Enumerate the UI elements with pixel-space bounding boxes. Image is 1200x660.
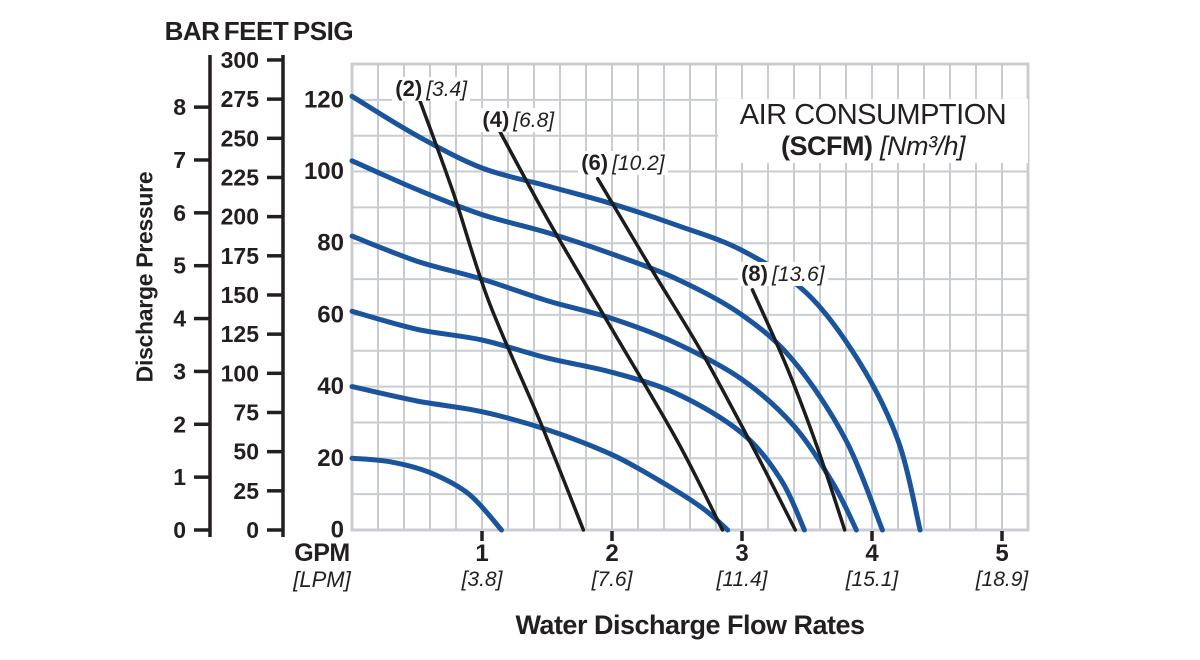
lpm-value: [18.9] bbox=[975, 568, 1029, 592]
pump-curve-3 bbox=[349, 233, 859, 533]
gpm-unit: GPM bbox=[294, 539, 350, 567]
air-curve-label-6: (6) [10.2] bbox=[578, 149, 668, 175]
gpm-value: 2 bbox=[605, 540, 619, 567]
air-curve-nm3h-value: [13.6] bbox=[771, 262, 825, 286]
bar-tick-label: 8 bbox=[173, 94, 186, 120]
gpm-value: 4 bbox=[865, 540, 879, 567]
x-tick-label-1: 1 [3.8] bbox=[462, 541, 503, 591]
feet-tick-label: 125 bbox=[221, 321, 260, 347]
pump-curve-4 bbox=[349, 308, 807, 533]
feet-tick-label: 150 bbox=[221, 282, 259, 308]
psig-tick-label: 120 bbox=[304, 86, 344, 113]
air-curve-scfm-value: (6) bbox=[581, 149, 609, 175]
psig-tick-label: 0 bbox=[331, 517, 344, 544]
air-consumption-curve-2 bbox=[417, 98, 586, 532]
gpm-value: 5 bbox=[995, 540, 1009, 567]
bar-scale-header: BAR bbox=[164, 16, 220, 46]
air-curve-nm3h-value: [3.4] bbox=[426, 78, 468, 102]
lpm-value: [11.4] bbox=[716, 568, 768, 592]
air-curve-scfm-value: (8) bbox=[741, 260, 768, 286]
feet-tick-label: 0 bbox=[246, 517, 259, 543]
bar-tick-label: 3 bbox=[173, 358, 186, 384]
plot-border bbox=[350, 62, 1030, 532]
feet-tick-label: 50 bbox=[233, 439, 259, 465]
feet-scale-header: FEET bbox=[223, 16, 289, 46]
air-consumption-curve-8 bbox=[750, 288, 847, 532]
x-tick-label-2: 2 [7.6] bbox=[592, 541, 633, 591]
psig-tick-label: 60 bbox=[317, 301, 344, 328]
psig-tick-label: 20 bbox=[317, 445, 344, 472]
x-tick-label-5: 5 [18.9] bbox=[976, 541, 1029, 591]
lpm-value: [3.8] bbox=[461, 568, 503, 592]
air-curve-scfm-value: (4) bbox=[482, 106, 510, 132]
feet-tick-label: 25 bbox=[233, 478, 259, 504]
bar-tick-label: 6 bbox=[173, 200, 186, 226]
x-axis-unit-label: GPM [LPM] bbox=[293, 539, 351, 593]
x-tick-label-4: 4 [15.1] bbox=[846, 541, 899, 591]
air-curve-nm3h-value: [10.2] bbox=[612, 151, 665, 175]
bar-tick-label: 4 bbox=[173, 306, 186, 332]
air-curve-label-4: (4) [6.8] bbox=[479, 106, 558, 132]
feet-tick-label: 275 bbox=[221, 86, 260, 112]
feet-tick-label: 250 bbox=[221, 125, 259, 151]
air-curve-nm3h-value: [6.8] bbox=[513, 108, 555, 132]
air-curve-label-8: (8) [13.6] bbox=[738, 260, 828, 286]
y-axis-title: Discharge Pressure bbox=[131, 171, 158, 383]
x-axis-title: Water Discharge Flow Rates bbox=[515, 610, 865, 640]
gpm-value: 1 bbox=[475, 540, 489, 567]
lpm-unit: [LPM] bbox=[293, 567, 351, 593]
pump-curve-1 bbox=[349, 93, 923, 533]
feet-tick-label: 300 bbox=[221, 47, 259, 73]
pump-curve-5 bbox=[349, 384, 731, 533]
air-consumption-curve-4 bbox=[498, 130, 725, 532]
bar-tick-label: 7 bbox=[173, 147, 186, 173]
air-curve-scfm-value: (2) bbox=[395, 76, 423, 102]
feet-tick-label: 175 bbox=[221, 243, 260, 269]
bar-tick-label: 0 bbox=[173, 517, 186, 543]
air-consumption-title-line1: AIR CONSUMPTION bbox=[739, 99, 1007, 132]
scfm-label: (SCFM) bbox=[780, 131, 873, 162]
air-consumption-title-line2: (SCFM) [Nm³/h] bbox=[780, 131, 966, 162]
lpm-value: [7.6] bbox=[591, 568, 633, 592]
feet-tick-label: 100 bbox=[221, 360, 259, 386]
lpm-value: [15.1] bbox=[845, 568, 899, 592]
air-consumption-curve-6 bbox=[595, 176, 798, 532]
feet-tick-label: 200 bbox=[221, 204, 259, 230]
air-curve-label-2: (2) [3.4] bbox=[392, 76, 471, 102]
pump-curve-6 bbox=[349, 455, 504, 533]
bar-tick-label: 1 bbox=[173, 464, 186, 490]
bar-tick-label: 2 bbox=[173, 411, 186, 437]
feet-tick-label: 225 bbox=[221, 164, 260, 190]
air-consumption-title: AIR CONSUMPTION (SCFM) [Nm³/h] bbox=[718, 99, 1028, 163]
bar-tick-label: 5 bbox=[173, 253, 186, 279]
gpm-value: 3 bbox=[735, 540, 749, 567]
psig-tick-label: 80 bbox=[317, 230, 344, 257]
psig-scale-header: PSIG bbox=[292, 16, 354, 46]
psig-tick-label: 100 bbox=[304, 158, 344, 185]
feet-tick-label: 75 bbox=[233, 399, 259, 425]
x-tick-label-3: 3 [11.4] bbox=[717, 541, 768, 591]
nm3h-label: [Nm³/h] bbox=[879, 131, 966, 162]
psig-tick-label: 40 bbox=[317, 373, 344, 400]
